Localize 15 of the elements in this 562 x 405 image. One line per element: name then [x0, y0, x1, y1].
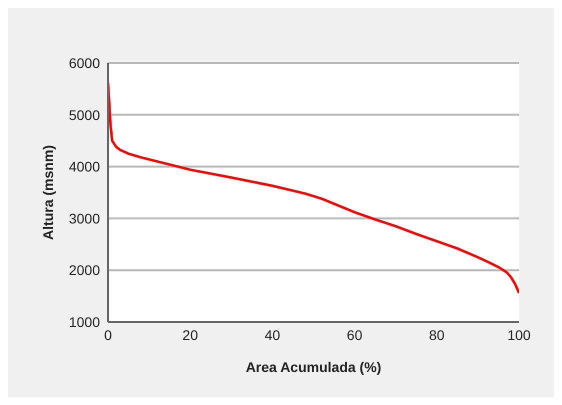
x-tick-label: 60 [346, 326, 363, 343]
y-tick-label: 2000 [68, 262, 100, 278]
y-tick-label: 3000 [68, 210, 100, 226]
y-tick-label: 4000 [68, 158, 100, 175]
y-axis-title: Altura (msnm) [40, 145, 56, 240]
x-axis-title: Area Acumulada (%) [246, 359, 382, 375]
y-tick-label: 5000 [68, 106, 100, 123]
y-tick-label: 6000 [68, 54, 100, 71]
x-tick-label: 40 [264, 326, 280, 343]
line-series [108, 81, 519, 294]
y-tick-label: 1000 [68, 314, 100, 330]
x-tick-label: 20 [182, 326, 198, 343]
x-tick-label: 100 [507, 326, 531, 343]
x-tick-label: 80 [429, 326, 445, 343]
x-tick-label: 0 [104, 326, 112, 343]
